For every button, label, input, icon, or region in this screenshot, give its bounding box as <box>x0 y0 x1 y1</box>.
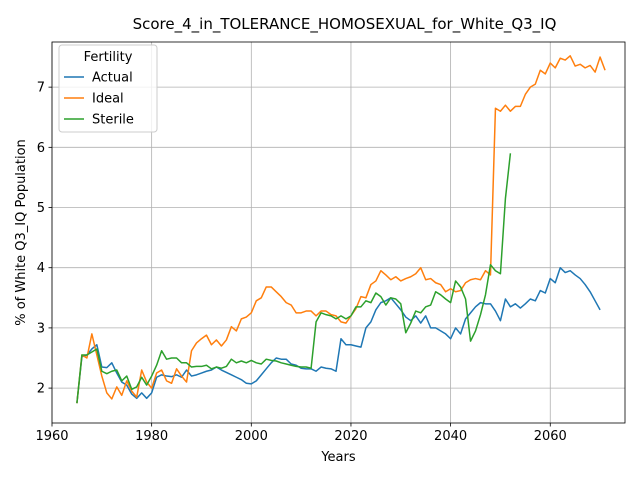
legend-label-actual: Actual <box>92 71 133 86</box>
x-tick-label: 2060 <box>534 429 567 444</box>
y-axis-label: % of White Q3_IQ Population <box>14 139 29 326</box>
y-tick-label: 4 <box>37 261 45 276</box>
chart-title: Score_4_in_TOLERANCE_HOMOSEXUAL_for_Whit… <box>133 15 557 34</box>
x-tick-label: 1960 <box>35 429 68 444</box>
legend-title: Fertility <box>84 50 133 65</box>
x-tick-label: 1980 <box>135 429 168 444</box>
x-tick-label: 2000 <box>235 429 268 444</box>
y-tick-label: 2 <box>37 382 45 397</box>
y-tick-label: 3 <box>37 321 45 336</box>
y-tick-label: 6 <box>37 141 45 156</box>
legend-label-sterile: Sterile <box>92 113 134 128</box>
legend-label-ideal: Ideal <box>92 92 124 107</box>
x-tick-label: 2040 <box>434 429 467 444</box>
x-tick-label: 2020 <box>334 429 367 444</box>
y-tick-label: 5 <box>37 201 45 216</box>
legend: Fertility Actual Ideal Sterile <box>59 45 157 132</box>
x-axis-label: Years <box>320 450 356 465</box>
y-tick-label: 7 <box>37 81 45 96</box>
